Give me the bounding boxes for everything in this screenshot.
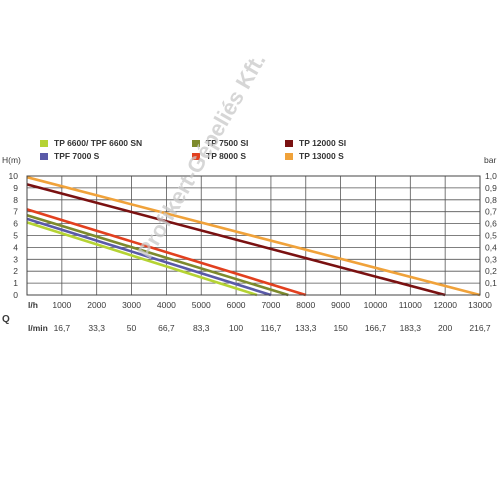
x-axis-unit-lmin: l/min bbox=[28, 323, 48, 333]
x-ticks-lh: 1000 2000 3000 4000 5000 6000 7000 8000 9000 1000… bbox=[52, 300, 492, 310]
series-line-1 bbox=[26, 217, 272, 297]
y-tick-right-label: 0,8 bbox=[485, 195, 497, 205]
y-tick-right-label: 0,2 bbox=[485, 266, 497, 276]
y-tick-right-label: 0,4 bbox=[485, 242, 497, 252]
chart-grid bbox=[26, 175, 481, 296]
y-tick-right-label: 0,9 bbox=[485, 183, 497, 193]
legend-swatch bbox=[40, 140, 48, 147]
y-tick-left-label: 4 bbox=[13, 242, 18, 252]
x-tick-lmin-label: 150 bbox=[334, 323, 348, 333]
x-tick-lh-label: 3000 bbox=[122, 300, 141, 310]
x-tick-lmin-label: 183,3 bbox=[400, 323, 422, 333]
legend-label: TP 13000 S bbox=[299, 151, 344, 161]
x-tick-lh-label: 7000 bbox=[261, 300, 280, 310]
y-tick-left-label: 1 bbox=[13, 278, 18, 288]
x-tick-lmin-label: 66,7 bbox=[158, 323, 175, 333]
legend: TP 6600/ TPF 6600 SN TP 7500 SI TP 12000 S… bbox=[40, 138, 346, 161]
x-tick-lh-label: 4000 bbox=[157, 300, 176, 310]
x-tick-lh-label: 8000 bbox=[296, 300, 315, 310]
y-tick-left-label: 7 bbox=[13, 207, 18, 217]
y-tick-right-label: 0,6 bbox=[485, 219, 497, 229]
x-tick-lh-label: 9000 bbox=[331, 300, 350, 310]
y-tick-left-label: 10 bbox=[9, 171, 19, 181]
y-ticks-left: 0 1 2 3 45 6 7 8 9 10 bbox=[9, 171, 19, 300]
legend-label: TP 8000 S bbox=[206, 151, 246, 161]
series-lines bbox=[26, 175, 481, 297]
legend-label: TP 7500 SI bbox=[206, 138, 248, 148]
x-tick-lmin-label: 216,7 bbox=[469, 323, 491, 333]
series-line-0 bbox=[26, 221, 258, 297]
x-tick-lh-label: 10000 bbox=[364, 300, 388, 310]
legend-swatch bbox=[40, 153, 48, 160]
y-tick-right-label: 0 bbox=[485, 290, 490, 300]
x-tick-lmin-label: 100 bbox=[229, 323, 243, 333]
x-axis-unit-lh: l/h bbox=[28, 300, 38, 310]
series-line-2 bbox=[26, 214, 289, 297]
series-line-3 bbox=[26, 208, 307, 297]
x-tick-lh-label: 6000 bbox=[227, 300, 246, 310]
y-tick-left-label: 2 bbox=[13, 266, 18, 276]
x-tick-lh-label: 12000 bbox=[433, 300, 457, 310]
y-tick-right-label: 0,1 bbox=[485, 278, 497, 288]
series-line-4 bbox=[26, 183, 446, 297]
legend-swatch bbox=[285, 140, 293, 147]
x-ticks-lmin: 16,7 33,3 50 66,7 83,3 100 116,7 133,3 150 166,7 1… bbox=[54, 323, 491, 333]
x-tick-lh-label: 1000 bbox=[52, 300, 71, 310]
x-tick-lmin-label: 16,7 bbox=[54, 323, 71, 333]
legend-swatch bbox=[285, 153, 293, 160]
y-tick-right-label: 0,7 bbox=[485, 207, 497, 217]
legend-label: TP 6600/ TPF 6600 SN bbox=[54, 138, 142, 148]
y-tick-right-label: 0,3 bbox=[485, 254, 497, 264]
y-tick-left-label: 3 bbox=[13, 254, 18, 264]
legend-label: TP 12000 SI bbox=[299, 138, 346, 148]
y-tick-right-label: 0,5 bbox=[485, 231, 497, 241]
y-axis-left-label: H(m) bbox=[2, 155, 21, 165]
plot-frame bbox=[26, 175, 481, 296]
x-tick-lh-label: 5000 bbox=[192, 300, 211, 310]
y-tick-right-label: 1,0 bbox=[485, 171, 497, 181]
legend-label: TPF 7000 S bbox=[54, 151, 100, 161]
x-tick-lh-label: 13000 bbox=[468, 300, 492, 310]
x-tick-lmin-label: 200 bbox=[438, 323, 452, 333]
x-tick-lmin-label: 83,3 bbox=[193, 323, 210, 333]
x-tick-lmin-label: 50 bbox=[127, 323, 137, 333]
x-tick-lmin-label: 116,7 bbox=[261, 323, 282, 333]
y-tick-left-label: 0 bbox=[13, 290, 18, 300]
x-tick-lmin-label: 133,3 bbox=[295, 323, 317, 333]
y-tick-left-label: 6 bbox=[13, 219, 18, 229]
x-tick-lh-label: 11000 bbox=[399, 300, 422, 310]
legend-swatch bbox=[192, 153, 200, 160]
x-tick-lmin-label: 166,7 bbox=[365, 323, 387, 333]
series-line-5 bbox=[26, 175, 481, 297]
y-axis-right-label: bar bbox=[484, 155, 496, 165]
y-tick-left-label: 5 bbox=[13, 231, 18, 241]
y-ticks-right: 0 0,1 0,2 0,3 0,40,5 0,6 0,7 0,8 0,9 1,0 bbox=[485, 171, 497, 300]
y-tick-left-label: 9 bbox=[13, 183, 18, 193]
q-axis-label: Q bbox=[2, 314, 10, 325]
legend-swatch bbox=[192, 140, 200, 147]
y-tick-left-label: 8 bbox=[13, 195, 18, 205]
x-tick-lmin-label: 33,3 bbox=[88, 323, 105, 333]
x-tick-lh-label: 2000 bbox=[87, 300, 106, 310]
